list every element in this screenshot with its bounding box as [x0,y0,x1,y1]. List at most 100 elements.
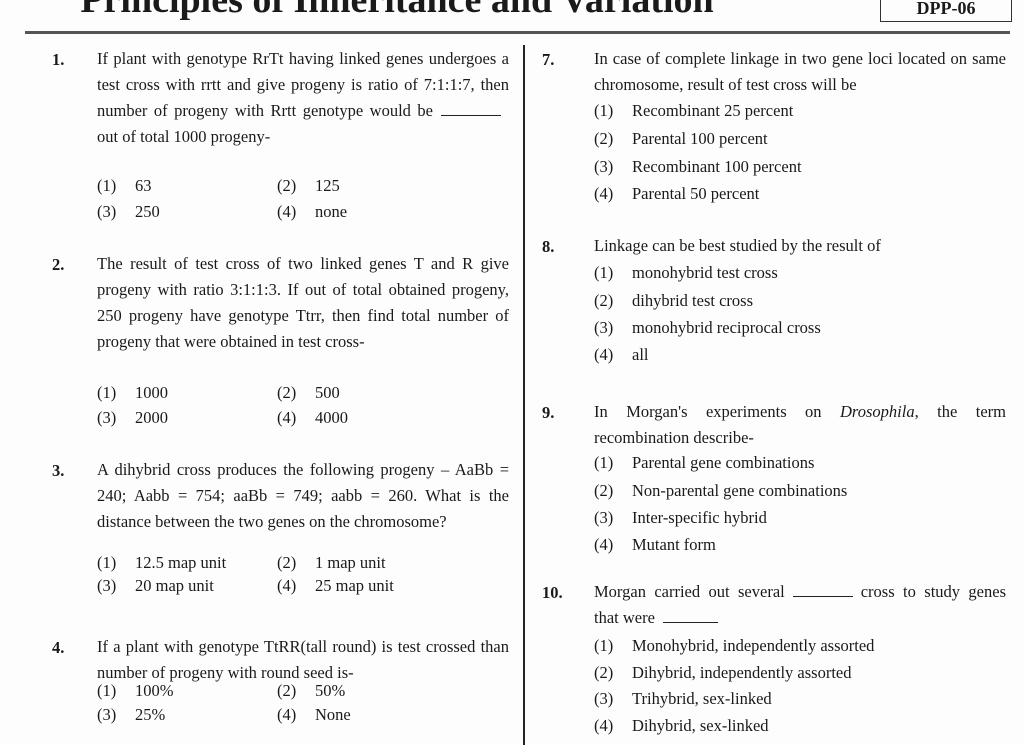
option-text: 125 [315,176,340,195]
option-number: (4) [594,184,614,203]
option-text: 4000 [315,408,348,427]
option-text: Dihybrid, sex-linked [632,716,769,735]
option-number: (2) [277,681,297,700]
question-text: If plant with genotype RrTt having linke… [97,46,509,150]
option: (4) all [594,344,649,366]
header-divider [25,31,1010,34]
option-number: (2) [277,553,297,572]
option-number: (2) [594,129,614,148]
option: (1) 100% [97,680,174,702]
option-number: (2) [594,663,614,682]
option-number: (1) [97,681,117,700]
option-text: Dihybrid, independently assorted [632,663,852,682]
option-number: (2) [594,481,614,500]
option-number: (3) [594,318,614,337]
question-text-part: Morgan carried out several [594,582,785,601]
option-text: 1 map unit [315,553,386,572]
question-number: 3. [52,461,65,480]
option-number: (1) [97,176,117,195]
option: (1) Monohybrid, independently assorted [594,635,874,657]
option-text: Recombinant 25 percent [632,101,794,120]
option: (2) dihybrid test cross [594,290,753,312]
option-number: (2) [594,291,614,310]
option-text: monohybrid test cross [632,263,778,282]
question-text: If a plant with genotype TtRR(tall round… [97,637,509,682]
question-text: In Morgan's experiments on Drosophila, t… [594,399,1006,451]
option-number: (1) [594,101,614,120]
option-number: (3) [97,202,117,221]
option: (2) 1 map unit [277,552,386,574]
option: (3) 20 map unit [97,575,214,597]
option-text: Non-parental gene combinations [632,481,848,500]
blank [662,610,718,623]
question-text: The result of test cross of two linked g… [97,254,509,351]
option-number: (2) [277,383,297,402]
option: (4) Mutant form [594,534,716,556]
blank [792,584,853,597]
option: (4) 25 map unit [277,575,394,597]
option-text: Trihybrid, sex-linked [632,689,772,708]
option: (2) 50% [277,680,345,702]
option-text: None [315,705,351,724]
question-text: In case of complete linkage in two gene … [594,49,1006,94]
option-text: monohybrid reciprocal cross [632,318,821,337]
question-number: 10. [542,583,563,602]
option-text: 20 map unit [135,576,214,595]
option-number: (4) [594,535,614,554]
species-name: Drosophila [840,402,915,421]
question-text: Linkage can be best studied by the resul… [594,236,881,255]
option: (1) 1000 [97,382,168,404]
option-number: (1) [97,553,117,572]
option: (2) Dihybrid, independently assorted [594,662,852,684]
option: (4) Dihybrid, sex-linked [594,715,769,737]
option-text: 50% [315,681,346,700]
question-text: Morgan carried out several cross to study… [594,579,1006,631]
option: (2) Parental 100 percent [594,128,768,150]
option: (2) 125 [277,175,340,197]
option-text: Recombinant 100 percent [632,157,802,176]
option-text: Parental gene combinations [632,453,815,472]
option: (3) 2000 [97,407,168,429]
option-number: (4) [277,202,297,221]
question-text-part: In Morgan's experiments on [594,402,822,421]
option-text: 2000 [135,408,168,427]
option-number: (4) [594,345,614,364]
option-number: (2) [277,176,297,195]
option-number: (3) [97,705,117,724]
option: (3) Recombinant 100 percent [594,156,802,178]
option-number: (4) [277,408,297,427]
option-text: dihybrid test cross [632,291,753,310]
question-number: 2. [52,255,65,274]
option: (1) Recombinant 25 percent [594,100,793,122]
option-number: (4) [594,716,614,735]
option-text: 500 [315,383,340,402]
page-title: Principles of Inheritance and Variation [80,0,714,21]
option: (4) 4000 [277,407,348,429]
option-number: (3) [594,689,614,708]
option: (3) 25% [97,704,165,726]
question-number: 1. [52,50,65,69]
option: (4) Parental 50 percent [594,183,759,205]
option-number: (1) [97,383,117,402]
option-text: Mutant form [632,535,716,554]
option-text: 1000 [135,383,168,402]
option-text: Parental 50 percent [632,184,760,203]
option: (2) 500 [277,382,340,404]
option-number: (3) [97,576,117,595]
question-number: 9. [542,403,555,422]
option-text: Inter-specific hybrid [632,508,767,527]
question-text-part: out of total 1000 progeny- [97,127,271,146]
option: (3) Trihybrid, sex-linked [594,688,772,710]
option-text: 12.5 map unit [135,553,227,572]
option-text: none [315,202,348,221]
question-text-part: , the term recombination describe- [594,402,1007,447]
option: (1) 12.5 map unit [97,552,226,574]
option-text: 25% [135,705,166,724]
option-number: (1) [594,636,614,655]
option-text: 63 [135,176,152,195]
option: (3) monohybrid reciprocal cross [594,317,821,339]
option: (3) 250 [97,201,160,223]
blank [441,103,501,116]
option: (2) Non-parental gene combinations [594,480,847,502]
option: (1) monohybrid test cross [594,262,778,284]
